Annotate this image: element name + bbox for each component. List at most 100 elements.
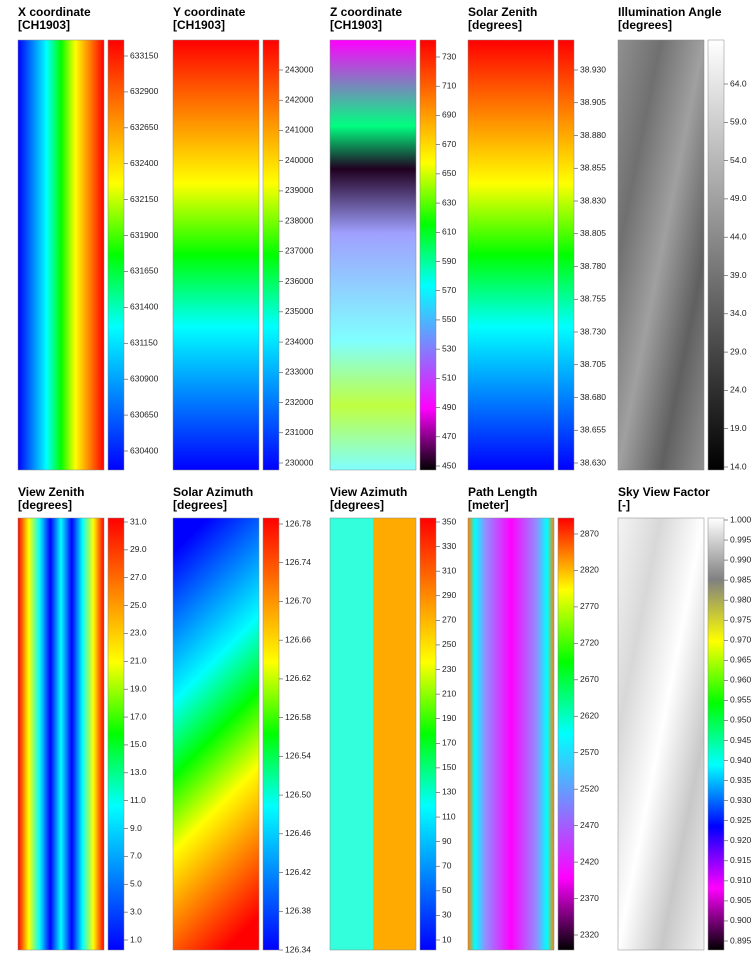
colorbar-label: 126.78 xyxy=(285,518,311,528)
colorbar-label: 0.905 xyxy=(730,895,752,905)
colorbar-label: 450 xyxy=(442,460,456,470)
colorbar-label: 633150 xyxy=(130,50,159,60)
colorbar-label: 23.0 xyxy=(130,628,147,638)
colorbar-label: 0.955 xyxy=(730,695,752,705)
colorbar-label: 230000 xyxy=(285,457,314,467)
colorbar-label: 250 xyxy=(442,639,456,649)
colorbar-label: 231000 xyxy=(285,427,314,437)
colorbar-label: 0.940 xyxy=(730,755,752,765)
colorbar-label: 632650 xyxy=(130,122,159,132)
map-image xyxy=(173,40,259,470)
colorbar-label: 2620 xyxy=(580,711,599,721)
panel: Solar Zenith[degrees]38.93038.90538.8803… xyxy=(468,5,606,470)
colorbar-label: 233000 xyxy=(285,367,314,377)
colorbar xyxy=(263,518,279,950)
colorbar-label: 330 xyxy=(442,541,456,551)
colorbar-label: 2520 xyxy=(580,783,599,793)
panel-title: View Azimuth xyxy=(330,485,407,499)
colorbar-label: 38.680 xyxy=(580,392,606,402)
colorbar xyxy=(263,40,279,470)
panel: View Zenith[degrees]31.029.027.025.023.0… xyxy=(18,485,147,950)
panel-unit: [CH1903] xyxy=(18,18,70,32)
colorbar-label: 690 xyxy=(442,110,456,120)
colorbar xyxy=(558,518,574,950)
colorbar xyxy=(420,40,436,470)
colorbar-label: 126.46 xyxy=(285,828,311,838)
colorbar-label: 310 xyxy=(442,565,456,575)
colorbar-label: 239000 xyxy=(285,185,314,195)
colorbar-label: 0.980 xyxy=(730,594,752,604)
colorbar-label: 9.0 xyxy=(130,823,142,833)
colorbar-label: 350 xyxy=(442,516,456,526)
panel-unit: [degrees] xyxy=(173,498,227,512)
colorbar-label: 2420 xyxy=(580,856,599,866)
colorbar-label: 632150 xyxy=(130,194,159,204)
colorbar-label: 270 xyxy=(442,615,456,625)
panel-unit: [meter] xyxy=(468,498,509,512)
colorbar-label: 2570 xyxy=(580,747,599,757)
colorbar-label: 0.975 xyxy=(730,614,752,624)
colorbar-label: 234000 xyxy=(285,336,314,346)
colorbar-label: 2720 xyxy=(580,638,599,648)
colorbar-label: 0.895 xyxy=(730,935,752,945)
panel-unit: [degrees] xyxy=(330,498,384,512)
panel: Path Length[meter]2870282027702720267026… xyxy=(468,485,599,950)
colorbar-label: 0.900 xyxy=(730,915,752,925)
colorbar-label: 38.855 xyxy=(580,163,606,173)
colorbar-label: 650 xyxy=(442,168,456,178)
colorbar-label: 29.0 xyxy=(130,544,147,554)
colorbar-label: 38.780 xyxy=(580,261,606,271)
colorbar-label: 21.0 xyxy=(130,656,147,666)
colorbar-label: 38.730 xyxy=(580,326,606,336)
panel-title: Solar Zenith xyxy=(468,5,537,19)
colorbar-label: 7.0 xyxy=(130,851,142,861)
colorbar-label: 0.995 xyxy=(730,534,752,544)
panel: Sky View Factor[-]1.0000.9950.9900.9850.… xyxy=(618,485,752,950)
colorbar-label: 730 xyxy=(442,51,456,61)
map-image xyxy=(468,518,554,950)
colorbar xyxy=(108,40,124,470)
colorbar-label: 670 xyxy=(442,139,456,149)
colorbar-label: 19.0 xyxy=(130,683,147,693)
colorbar-label: 630650 xyxy=(130,409,159,419)
colorbar-label: 190 xyxy=(442,713,456,723)
colorbar-label: 126.66 xyxy=(285,634,311,644)
panel: Z coordinate[CH1903]73071069067065063061… xyxy=(330,5,456,470)
colorbar-label: 241000 xyxy=(285,125,314,135)
map-image xyxy=(330,518,416,950)
colorbar-label: 34.0 xyxy=(730,308,747,318)
colorbar-label: 126.58 xyxy=(285,712,311,722)
panel-title: Y coordinate xyxy=(173,5,246,19)
colorbar-label: 126.50 xyxy=(285,789,311,799)
colorbar-label: 64.0 xyxy=(730,78,747,88)
colorbar-label: 0.930 xyxy=(730,795,752,805)
map-image xyxy=(18,40,104,470)
panel-unit: [degrees] xyxy=(18,498,72,512)
panel: View Azimuth[degrees]3503303102902702502… xyxy=(330,485,456,950)
colorbar-label: 90 xyxy=(442,836,452,846)
colorbar-label: 11.0 xyxy=(130,795,146,805)
colorbar-label: 130 xyxy=(442,787,456,797)
colorbar-label: 2470 xyxy=(580,820,599,830)
panel-title: Sky View Factor xyxy=(618,485,710,499)
colorbar-label: 0.910 xyxy=(730,875,752,885)
colorbar-label: 2370 xyxy=(580,893,599,903)
colorbar-label: 59.0 xyxy=(730,117,747,127)
colorbar-label: 0.970 xyxy=(730,635,752,645)
colorbar-label: 0.920 xyxy=(730,835,752,845)
colorbar-label: 0.985 xyxy=(730,574,752,584)
map-image xyxy=(468,40,554,470)
colorbar-label: 170 xyxy=(442,738,456,748)
colorbar-label: 550 xyxy=(442,314,456,324)
map-image xyxy=(330,40,416,470)
colorbar-label: 126.54 xyxy=(285,751,311,761)
colorbar-label: 54.0 xyxy=(730,155,747,165)
colorbar-label: 0.990 xyxy=(730,554,752,564)
colorbar-label: 530 xyxy=(442,343,456,353)
colorbar-label: 1.000 xyxy=(730,514,752,524)
colorbar-label: 570 xyxy=(442,285,456,295)
colorbar-label: 2870 xyxy=(580,528,599,538)
panel-unit: [CH1903] xyxy=(173,18,225,32)
colorbar-label: 39.0 xyxy=(730,270,747,280)
colorbar-label: 0.925 xyxy=(730,815,752,825)
